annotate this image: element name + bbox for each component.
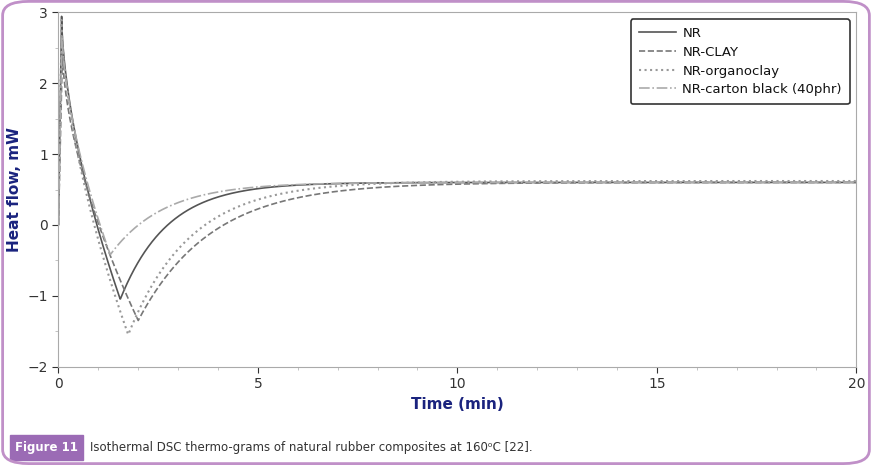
NR-CLAY <box>58 49 68 54</box>
Line: NR: NR <box>58 16 856 299</box>
NR-organoclay <box>192 228 202 234</box>
NR-carton black (40phr) <box>57 34 67 40</box>
NR-organoclay <box>750 178 760 184</box>
NR-CLAY <box>192 241 202 246</box>
NR-carton black (40phr) <box>750 179 760 185</box>
NR-carton black (40phr) <box>192 194 202 199</box>
NR <box>192 202 202 208</box>
NR-organoclay <box>53 222 64 228</box>
NR-CLAY <box>145 297 155 303</box>
NR-carton black (40phr) <box>53 222 64 228</box>
NR-organoclay <box>359 181 370 187</box>
NR <box>836 179 847 185</box>
NR-organoclay <box>145 286 155 292</box>
Line: NR-carton black (40phr): NR-carton black (40phr) <box>58 37 856 255</box>
NR <box>750 179 760 185</box>
NR-organoclay <box>394 180 405 186</box>
NR <box>359 180 370 186</box>
Text: Figure 11: Figure 11 <box>15 441 78 454</box>
Text: Isothermal DSC thermo-grams of natural rubber composites at 160ᵒC [22].: Isothermal DSC thermo-grams of natural r… <box>90 441 533 454</box>
NR-carton black (40phr) <box>359 180 370 186</box>
Line: NR-CLAY: NR-CLAY <box>58 52 856 320</box>
NR-CLAY <box>53 222 64 228</box>
Y-axis label: Heat flow, mW: Heat flow, mW <box>7 127 22 252</box>
Line: NR-organoclay: NR-organoclay <box>58 20 856 334</box>
NR-CLAY <box>359 186 370 191</box>
NR-organoclay <box>836 178 847 184</box>
NR-carton black (40phr) <box>394 180 405 186</box>
NR-carton black (40phr) <box>851 179 862 185</box>
NR <box>53 222 64 228</box>
Legend: NR, NR-CLAY, NR-organoclay, NR-carton black (40phr): NR, NR-CLAY, NR-organoclay, NR-carton bl… <box>630 19 849 105</box>
NR <box>115 296 126 302</box>
NR-CLAY <box>836 179 847 185</box>
NR-CLAY <box>750 179 760 185</box>
NR <box>57 13 67 19</box>
NR-carton black (40phr) <box>836 179 847 185</box>
NR-CLAY <box>851 179 862 185</box>
NR-carton black (40phr) <box>105 252 115 258</box>
NR-organoclay <box>57 17 67 23</box>
NR-carton black (40phr) <box>145 214 155 219</box>
NR-organoclay <box>851 178 862 184</box>
X-axis label: Time (min): Time (min) <box>411 397 504 412</box>
NR-organoclay <box>123 332 133 337</box>
NR <box>145 242 155 247</box>
NR-CLAY <box>394 183 405 189</box>
NR-CLAY <box>133 318 144 323</box>
NR <box>394 180 405 186</box>
NR <box>851 179 862 185</box>
